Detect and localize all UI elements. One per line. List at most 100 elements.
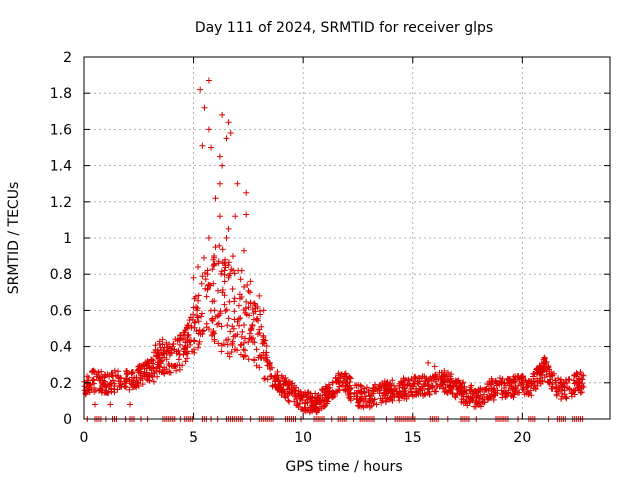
data-point xyxy=(532,385,539,392)
data-point xyxy=(413,385,420,392)
data-point xyxy=(244,282,251,288)
data-point xyxy=(232,213,239,220)
data-point xyxy=(201,254,207,261)
data-point xyxy=(396,392,403,399)
data-point xyxy=(231,298,238,305)
data-point xyxy=(216,153,223,160)
data-point xyxy=(236,322,243,329)
data-point xyxy=(242,347,248,354)
data-point xyxy=(187,314,194,321)
data-point xyxy=(219,289,226,296)
data-point xyxy=(510,373,517,380)
data-point xyxy=(202,285,209,292)
data-point xyxy=(223,135,230,142)
data-point xyxy=(269,383,276,390)
data-point xyxy=(163,339,170,346)
data-point xyxy=(238,267,245,274)
data-point xyxy=(205,77,212,84)
data-point xyxy=(541,374,548,381)
data-point xyxy=(339,382,345,389)
data-point xyxy=(344,387,351,394)
data-point xyxy=(181,331,188,338)
data-point xyxy=(580,372,587,379)
data-point xyxy=(501,384,508,391)
data-point xyxy=(256,292,263,299)
data-point xyxy=(336,378,343,385)
data-point xyxy=(245,356,252,363)
data-point xyxy=(124,368,130,375)
data-point xyxy=(250,310,257,317)
data-point xyxy=(137,375,144,382)
data-point xyxy=(243,298,250,305)
data-point xyxy=(108,388,115,395)
data-point xyxy=(154,373,161,380)
data-point xyxy=(245,304,252,311)
data-point xyxy=(294,392,301,399)
data-point xyxy=(161,370,168,377)
data-point xyxy=(371,396,378,403)
data-point xyxy=(291,382,298,389)
data-point xyxy=(319,386,326,393)
data-point xyxy=(223,235,230,241)
data-point xyxy=(354,393,361,400)
data-point xyxy=(210,262,217,269)
data-point xyxy=(221,278,228,285)
data-point xyxy=(251,339,258,346)
data-point xyxy=(425,359,432,366)
data-point xyxy=(95,369,102,376)
data-point xyxy=(155,359,162,366)
data-point xyxy=(199,142,206,149)
data-point xyxy=(212,313,219,320)
data-point xyxy=(407,386,414,393)
data-point xyxy=(209,318,216,324)
data-point xyxy=(454,382,461,389)
data-point xyxy=(432,373,439,380)
data-point xyxy=(195,292,202,299)
data-point xyxy=(180,336,186,343)
data-point xyxy=(467,384,474,391)
data-point xyxy=(261,340,268,347)
data-point xyxy=(549,383,556,390)
data-point xyxy=(157,344,164,351)
data-point xyxy=(425,377,432,384)
data-point xyxy=(429,383,436,390)
data-point xyxy=(381,378,388,385)
data-point xyxy=(230,333,237,340)
data-point xyxy=(409,393,416,400)
data-point xyxy=(296,400,303,407)
data-point xyxy=(412,373,419,380)
data-point xyxy=(400,375,407,382)
data-point xyxy=(212,244,219,251)
data-point xyxy=(188,323,195,330)
data-point xyxy=(558,396,565,402)
data-point xyxy=(338,371,345,378)
data-point xyxy=(216,180,223,187)
data-point xyxy=(440,379,447,386)
data-point xyxy=(329,379,336,386)
data-point xyxy=(408,375,415,382)
data-point xyxy=(302,400,308,407)
data-point xyxy=(272,378,279,385)
data-point xyxy=(545,364,552,371)
data-point xyxy=(515,373,522,379)
data-point xyxy=(285,397,292,404)
data-point xyxy=(559,393,566,400)
data-point xyxy=(218,342,225,349)
data-point xyxy=(257,354,264,361)
data-point xyxy=(475,393,482,400)
data-point xyxy=(281,378,288,385)
data-point xyxy=(234,180,241,187)
data-point xyxy=(247,299,254,306)
data-point xyxy=(199,310,205,317)
data-point xyxy=(190,304,197,311)
y-tick-label: 1 xyxy=(63,231,72,247)
data-point xyxy=(563,395,570,402)
data-point xyxy=(183,324,190,331)
data-point xyxy=(413,391,420,398)
data-point xyxy=(319,394,326,401)
data-point xyxy=(260,336,267,343)
data-point xyxy=(271,375,278,382)
data-point xyxy=(92,387,99,394)
data-point xyxy=(562,394,569,400)
data-point xyxy=(346,373,353,380)
